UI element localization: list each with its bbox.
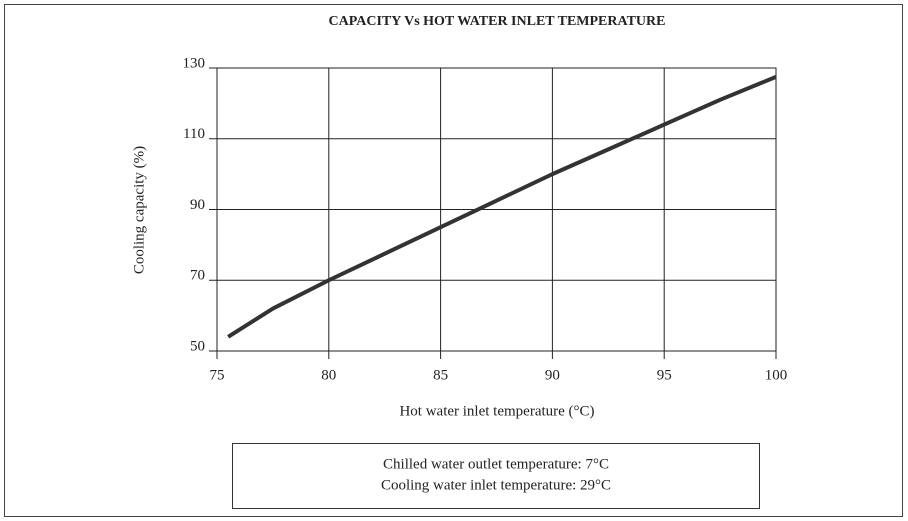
x-tick-label: 80 xyxy=(321,367,336,383)
y-axis-label: Cooling capacity (%) xyxy=(131,146,147,274)
y-tick-label: 110 xyxy=(183,126,205,142)
note: Cooling water inlet temperature: 29°C xyxy=(381,477,611,493)
chart-title: CAPACITY Vs HOT WATER INLET TEMPERATURE xyxy=(329,14,666,29)
x-tick-label: 85 xyxy=(433,367,448,383)
x-tick-label: 95 xyxy=(657,367,672,383)
x-tick-label: 90 xyxy=(545,367,560,383)
x-tick-label: 100 xyxy=(765,367,788,383)
note: Chilled water outlet temperature: 7°C xyxy=(383,456,609,472)
y-tick-label: 90 xyxy=(190,197,205,213)
x-tick-label: 75 xyxy=(210,367,225,383)
data-line xyxy=(227,74,777,339)
x-axis-label: Hot water inlet temperature (°C) xyxy=(399,403,594,419)
y-tick-label: 70 xyxy=(190,268,205,284)
frame xyxy=(4,4,903,517)
y-tick-label: 50 xyxy=(190,338,205,354)
y-tick-label: 130 xyxy=(183,55,206,71)
note-box xyxy=(232,443,760,509)
